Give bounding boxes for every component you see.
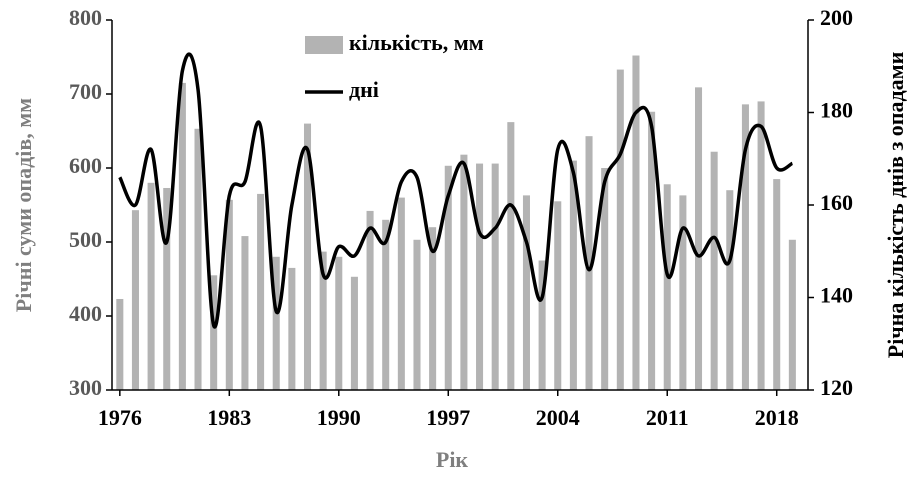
bar [694,87,703,390]
y2-tick-label: 180 [820,98,853,123]
legend-swatch [305,36,343,54]
bar [538,260,546,390]
x-tick-label: 1990 [317,405,361,430]
y2-tick-label: 200 [820,5,853,30]
bar [585,136,593,390]
bar [601,168,609,390]
bar [757,101,765,391]
line [118,52,794,329]
bar [491,163,499,390]
bar [319,251,327,390]
y2-tick-label: 140 [820,283,853,308]
bar [116,298,124,390]
bar [726,190,734,390]
x-tick-label: 1976 [98,405,142,430]
bar [632,55,640,391]
bar [366,210,374,390]
x-axis-title: Рік [436,447,469,472]
bar [303,123,312,390]
bar [476,163,484,390]
bar [163,187,171,390]
x-tick-label: 2018 [755,405,799,430]
bar [507,122,515,391]
bar [773,179,781,390]
bar [350,276,358,390]
bar [147,182,155,390]
y-tick-label: 600 [69,153,102,178]
bar [429,227,437,390]
x-tick-label: 2004 [536,405,580,430]
bar [444,165,452,390]
bar [741,104,749,391]
bar [460,154,468,390]
bar [241,236,249,390]
x-tick-label: 2011 [646,405,689,430]
bar [413,239,421,390]
bar [679,195,687,390]
bar [554,201,562,390]
bar [335,256,343,390]
y-tick-label: 700 [69,79,102,104]
legend-label: кількість, мм [349,30,484,55]
bar [131,210,139,390]
bar [382,219,390,390]
bar [225,199,233,390]
bar [272,256,280,390]
y-tick-label: 800 [69,5,102,30]
y-tick-label: 300 [69,375,102,400]
x-tick-label: 1983 [207,405,251,430]
bar [663,184,671,390]
bar [397,197,405,390]
bar [569,160,577,390]
bar [178,82,186,391]
bar [788,239,796,390]
bar [710,151,718,390]
x-tick-label: 1997 [426,405,470,430]
bar [522,195,530,390]
y2-tick-label: 160 [820,190,853,215]
legend-label: дні [349,77,379,102]
bar [616,69,624,390]
bar [648,111,656,390]
y-tick-label: 500 [69,227,102,252]
bar [257,193,265,390]
bar [194,128,202,390]
y-tick-label: 400 [69,301,102,326]
y-axis-title: Річні суми опадів, мм [11,98,36,312]
bar [288,267,296,390]
y2-tick-label: 120 [820,375,853,400]
bar [210,275,218,390]
y2-axis-title: Річна кількість днів з опадами [883,51,908,358]
